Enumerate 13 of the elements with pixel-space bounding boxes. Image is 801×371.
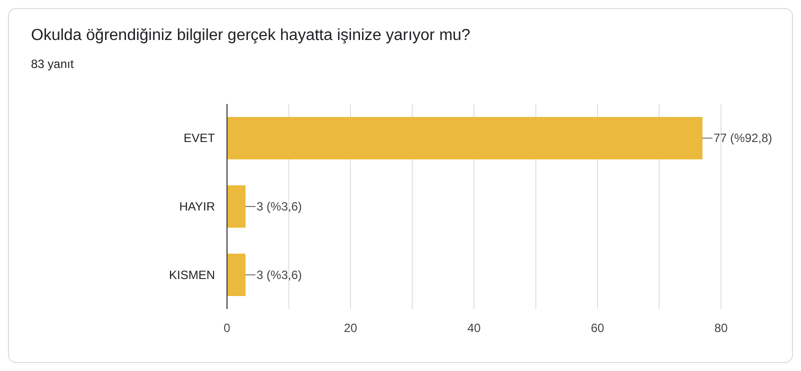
data-label: 3 (%3,6): [256, 200, 302, 214]
text: 83 yanıt: [31, 57, 74, 71]
x-tick-label: 80: [714, 321, 728, 335]
y-tick-label: HAYIR: [179, 200, 216, 214]
chart-title: Okulda öğrendiğiniz bilgiler gerçek hayatta işinize yarıyor mu?: [31, 27, 470, 44]
x-tick-label: 0: [224, 321, 231, 335]
y-tick-label: KISMEN: [168, 268, 215, 282]
data-label: 77 (%92,8): [713, 131, 772, 146]
x-tick-label: 60: [590, 321, 604, 335]
x-tick-label: 40: [467, 321, 481, 335]
data-label: 3 (%3,6): [256, 268, 302, 282]
x-tick-label: 20: [344, 321, 358, 335]
y-tick-label: EVET: [184, 131, 216, 146]
